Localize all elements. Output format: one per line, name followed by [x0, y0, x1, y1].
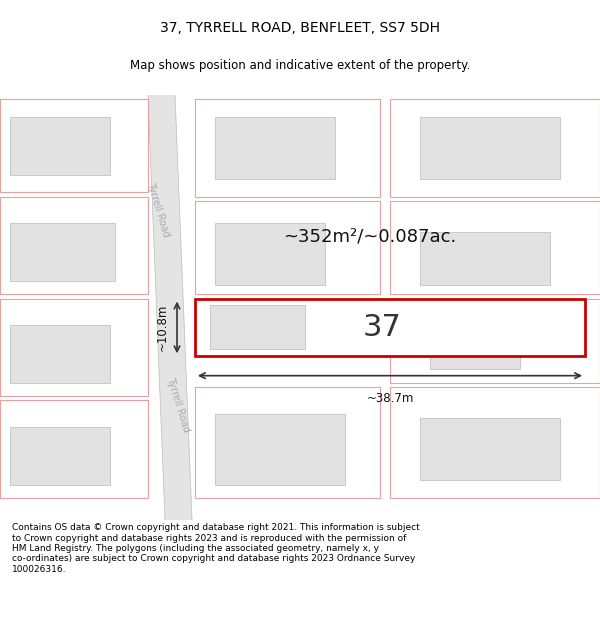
- Text: Map shows position and indicative extent of the property.: Map shows position and indicative extent…: [130, 59, 470, 72]
- Text: ~352m²/~0.087ac.: ~352m²/~0.087ac.: [283, 228, 457, 246]
- Text: Tyrrell Road: Tyrrell Road: [165, 376, 191, 434]
- Text: 37, TYRRELL ROAD, BENFLEET, SS7 5DH: 37, TYRRELL ROAD, BENFLEET, SS7 5DH: [160, 21, 440, 35]
- Polygon shape: [430, 321, 520, 369]
- Polygon shape: [215, 223, 325, 286]
- Polygon shape: [215, 414, 345, 484]
- Polygon shape: [420, 117, 560, 179]
- Polygon shape: [210, 305, 305, 349]
- Polygon shape: [10, 427, 110, 484]
- Polygon shape: [215, 117, 335, 179]
- Polygon shape: [420, 232, 550, 286]
- Text: Tyrrell Road: Tyrrell Road: [145, 181, 171, 239]
- Polygon shape: [10, 223, 115, 281]
- Polygon shape: [10, 117, 110, 174]
- Polygon shape: [420, 418, 560, 480]
- Text: 37: 37: [363, 313, 401, 342]
- Text: ~10.8m: ~10.8m: [156, 304, 169, 351]
- Text: Contains OS data © Crown copyright and database right 2021. This information is : Contains OS data © Crown copyright and d…: [12, 523, 419, 574]
- Polygon shape: [148, 95, 192, 520]
- Bar: [195, 299, 585, 356]
- Polygon shape: [10, 325, 110, 382]
- Text: ~38.7m: ~38.7m: [367, 392, 413, 404]
